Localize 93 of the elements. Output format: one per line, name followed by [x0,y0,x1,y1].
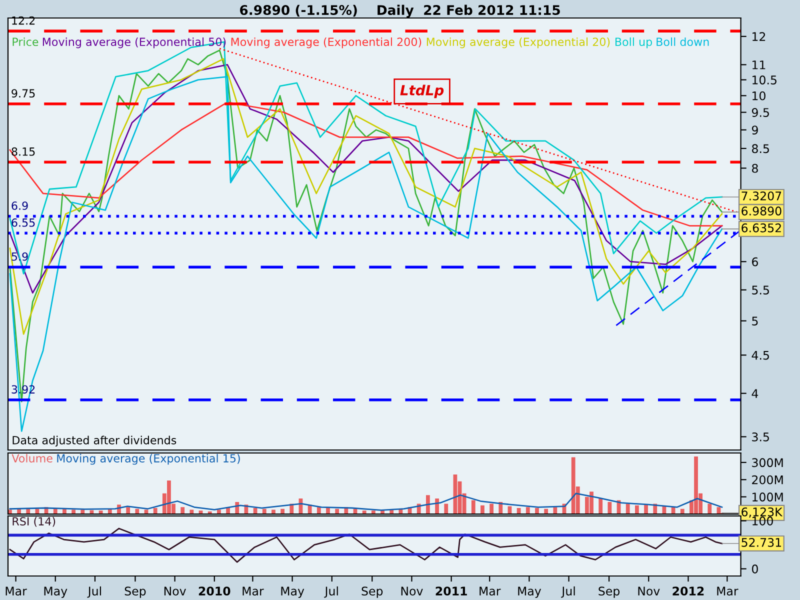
y-tick-label: 6 [752,257,758,266]
annotation: 6.6352 [742,223,781,232]
x-tick-label: Jul [324,586,338,598]
ref-line-label: 8.15 [12,147,35,156]
bar [135,508,140,514]
chart-title: 6.9890 (-1.15%) Daily 22 Feb 2012 11:15 [240,4,560,18]
y-tick-label: 8 [752,164,758,173]
x-tick-label: Sep [362,586,383,598]
bar [444,504,448,514]
x-tick-label: Nov [164,586,186,596]
bar [180,507,185,514]
bar [316,507,321,514]
bar [526,507,530,514]
x-tick-label: 2012 [672,586,704,596]
bar [262,508,266,514]
bar [626,504,630,514]
x-tick-label: Nov [401,586,423,596]
x-tick-label: Mar [242,586,264,596]
annotation: 52.731 [742,538,782,547]
bar [516,508,521,514]
bar [471,500,476,514]
text: Boll down [656,37,709,46]
y-tick-label: 0 [752,564,758,574]
bar [708,504,712,514]
bar [217,510,221,514]
annotation: 6.9890 [742,206,782,216]
bar [635,505,639,514]
x-tick-label: May [281,586,304,598]
y-tick-label: 10.5 [752,76,776,84]
y-tick-label: 8.5 [752,144,769,154]
y-tick-label: 5.5 [752,286,769,295]
x-tick-label: May [44,586,68,598]
bar [126,507,130,514]
x-tick-label: Sep [598,586,620,598]
y-tick-label: 10 [752,91,766,100]
x-tick-label: Mar [6,586,27,596]
line-series [9,102,723,226]
x-tick-label: Mar [480,586,501,596]
x-tick-label: 2010 [198,586,230,596]
bar [598,498,603,514]
y-tick-label: 200M [752,475,783,484]
y-tick-label: 100M [752,492,783,502]
bar [535,508,539,514]
bar [480,505,484,514]
x-tick-label: May [518,586,542,598]
bar [490,504,494,514]
bar [153,508,158,514]
y-tick-label: 4 [752,389,758,398]
bar [326,508,330,514]
bar [272,510,276,514]
bar [280,508,285,514]
bar [553,507,558,514]
bar [72,510,76,514]
bar [608,502,612,514]
bar [544,508,548,514]
series-label: RSI (14) [12,516,56,527]
line-series [9,528,723,563]
annotation: Data adjusted after dividends [12,436,176,447]
bar [335,508,340,514]
text: Volume [12,454,52,463]
annotation: 6,123K [742,507,783,518]
text: Moving average (Exponential 200) [231,37,422,48]
annotation: LtdLp [400,84,444,98]
line-series [9,58,723,335]
bar [644,504,648,514]
bar [190,510,194,514]
x-tick-label: Jul [561,586,575,598]
y-tick-label: 9.5 [752,108,769,117]
line-series [9,64,723,294]
bar [426,495,430,514]
text: Boll up [615,37,652,48]
ref-line-label: 6.55 [12,218,35,227]
bar [680,508,684,514]
y-tick-label: 3.5 [752,432,769,442]
x-tick-label: Nov [638,586,660,596]
y-tick-label: 9 [752,126,758,135]
line-series [9,492,723,511]
x-tick-label: Jul [87,586,101,598]
y-tick-label: 12 [752,32,766,41]
x-tick-label: Sep [124,586,146,598]
y-tick-label: 4.5 [752,350,769,360]
text: Moving average (Exponential 20) [426,37,610,48]
y-tick-label: 5 [752,316,758,326]
y-tick-label: 11 [752,60,766,70]
bar [435,498,439,514]
x-tick-label: 2011 [436,586,467,596]
ref-line-label: 6.9 [12,201,28,210]
annotation: 7.3207 [742,191,782,200]
y-tick-label: 300M [752,458,783,468]
text: Price [12,37,38,46]
x-tick-label: Mar [717,586,738,596]
ref-line-label: 9.75 [12,89,35,98]
text: Moving average (Exponential 15) [57,454,240,465]
